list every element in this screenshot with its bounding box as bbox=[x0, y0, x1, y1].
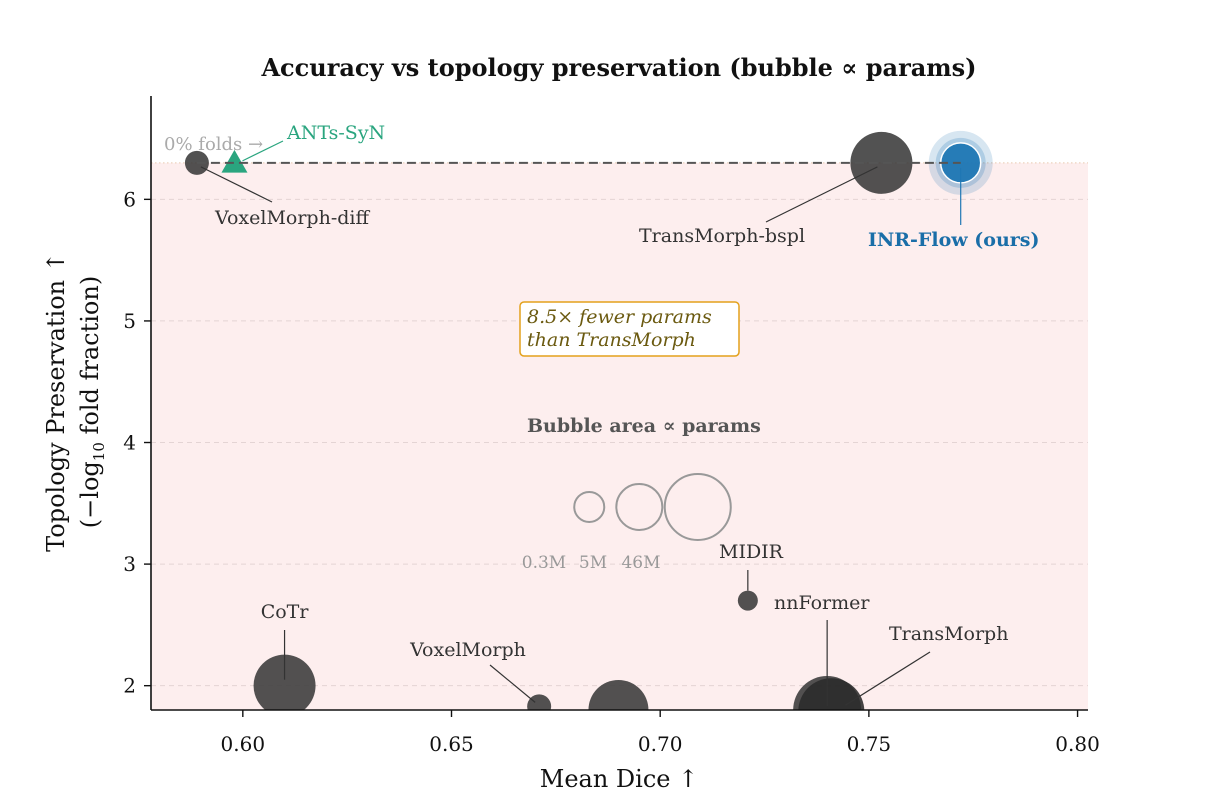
callout-line1: 8.5× fewer params bbox=[527, 306, 712, 328]
y-axis-label-line1: Topology Preservation ↑ bbox=[42, 252, 70, 552]
x-tick-label: 0.65 bbox=[429, 732, 474, 756]
label-nnformer: nnFormer bbox=[774, 592, 870, 614]
y-tick-label: 6 bbox=[123, 187, 136, 211]
x-tick-label: 0.80 bbox=[1055, 732, 1100, 756]
shaded-region bbox=[151, 162, 1088, 710]
point-antssyn bbox=[221, 149, 248, 173]
label-voxelmorph: VoxelMorph bbox=[409, 639, 526, 661]
label-transmorph-bspl: TransMorph-bspl bbox=[639, 225, 805, 247]
bubble-voxelmorph bbox=[527, 694, 552, 710]
callout-box bbox=[519, 301, 740, 357]
y-tick-label: 2 bbox=[123, 674, 136, 698]
label-antssyn: ANTs-SyN bbox=[286, 122, 385, 144]
size-legend-circle bbox=[573, 490, 606, 523]
label-voxelmorph-diff: VoxelMorph-diff bbox=[214, 207, 370, 229]
label-midir: MIDIR bbox=[719, 541, 784, 563]
size-legend-label: 46M bbox=[621, 553, 660, 573]
bubble-midir bbox=[737, 590, 758, 611]
label-transmorph: TransMorph bbox=[889, 623, 1008, 645]
callout-line2: than TransMorph bbox=[527, 329, 696, 351]
zero-fold-label: 0% folds → bbox=[164, 134, 263, 155]
x-axis-label: Mean Dice ↑ bbox=[540, 765, 698, 793]
label-cotr: CoTr bbox=[261, 601, 310, 623]
leader-antssyn bbox=[242, 140, 284, 162]
leader-transmorph-bspl bbox=[765, 166, 878, 223]
leader-transmorph bbox=[844, 651, 931, 706]
y-axis-label-line2: (−log10 fold fraction) bbox=[76, 276, 108, 528]
size-legend-circle bbox=[615, 482, 664, 531]
x-tick-label: 0.60 bbox=[221, 732, 266, 756]
x-tick-label: 0.70 bbox=[638, 732, 683, 756]
size-legend-title: Bubble area ∝ params bbox=[527, 415, 761, 437]
y-tick-label: 3 bbox=[123, 552, 136, 576]
bubble-unlabeled bbox=[588, 680, 649, 710]
x-tick-label: 0.75 bbox=[847, 732, 892, 756]
leader-voxelmorph-diff bbox=[200, 166, 273, 203]
chart-title: Accuracy vs topology preservation (bubbl… bbox=[260, 53, 976, 82]
bubble-cotr bbox=[253, 654, 316, 710]
label-inr-flow: INR-Flow (ours) bbox=[868, 229, 1039, 251]
leader-voxelmorph bbox=[489, 664, 536, 703]
bubble-transmorph bbox=[798, 678, 865, 710]
y-tick-label: 5 bbox=[123, 309, 136, 333]
bubble-transmorph-bspl bbox=[850, 131, 913, 194]
size-legend-circle bbox=[663, 472, 732, 541]
size-legend-label: 5M bbox=[579, 553, 607, 573]
y-tick-label: 4 bbox=[123, 431, 136, 455]
size-legend-label: 0.3M bbox=[522, 553, 566, 573]
